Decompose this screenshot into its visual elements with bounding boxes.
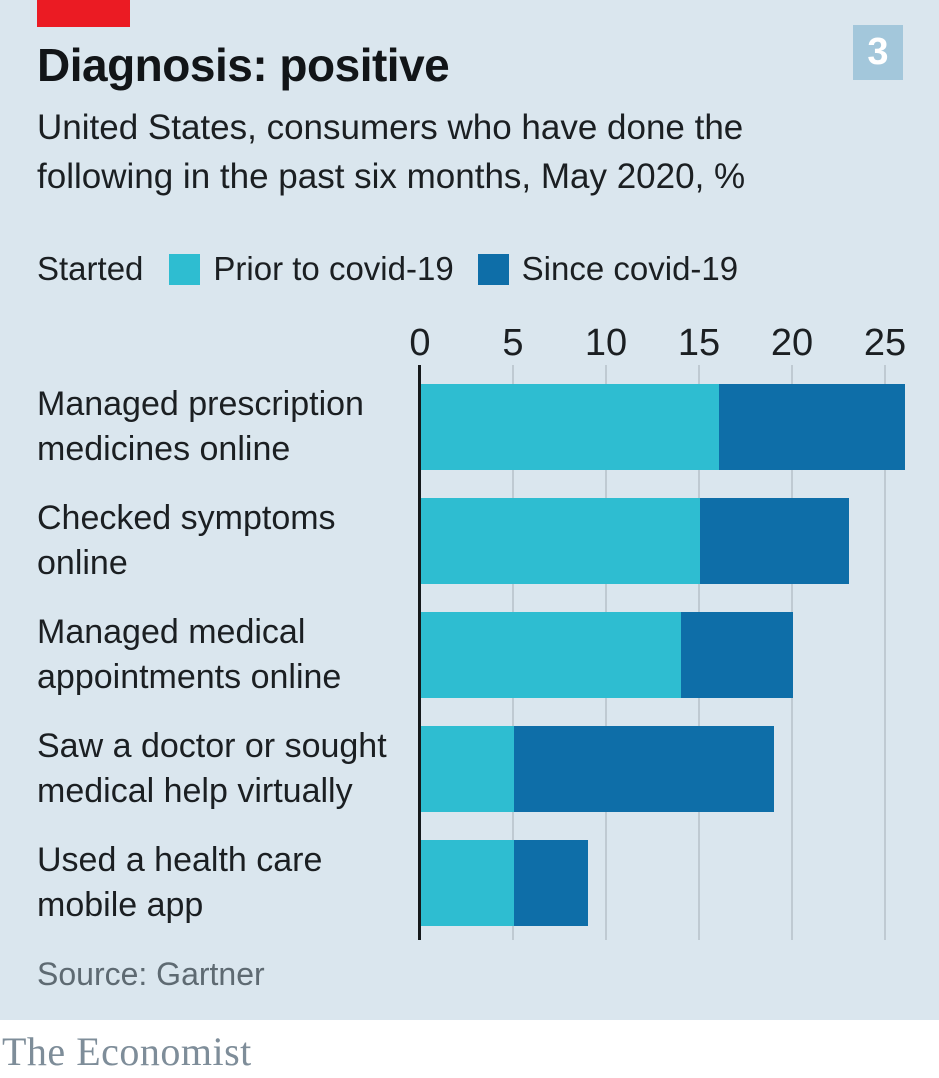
- category-label-line: Used a health care: [37, 841, 323, 879]
- legend-label-since: Since covid-19: [521, 250, 739, 287]
- category-label-line: medical help virtually: [37, 772, 353, 810]
- y-axis-line: [418, 365, 421, 940]
- category-label: Checked symptoms online: [37, 498, 415, 584]
- chart-number-badge: 3: [853, 25, 903, 80]
- x-tick-label: 5: [502, 322, 524, 364]
- category-label-line: mobile app: [37, 886, 204, 924]
- bar-segment-since: [681, 612, 793, 698]
- legend-started-label: Started: [37, 250, 144, 287]
- economist-red-tab: [37, 0, 130, 27]
- category-label-line: Managed prescription: [37, 385, 364, 423]
- source-note: Source: Gartner: [37, 956, 265, 992]
- bar-segment-prior: [421, 612, 682, 698]
- chart-title: Diagnosis: positive: [37, 39, 450, 91]
- category-label-line: appointments online: [37, 658, 342, 696]
- bar-segment-prior: [421, 840, 514, 926]
- bar-segment-prior: [421, 498, 700, 584]
- bar-segment-since: [718, 384, 905, 470]
- x-tick-label: 20: [770, 322, 814, 364]
- category-label: Managed prescription medicines online: [37, 384, 415, 470]
- category-label-line: Checked symptoms: [37, 499, 336, 537]
- category-label: Saw a doctor or sought medical help virtu…: [37, 726, 415, 812]
- bar-segment-since: [700, 498, 849, 584]
- bar-segment-since: [514, 726, 775, 812]
- x-tick-label: 10: [584, 322, 628, 364]
- x-tick-label: 25: [863, 322, 907, 364]
- economist-logo: The Economist: [2, 1029, 252, 1074]
- x-tick-label: 15: [677, 322, 721, 364]
- legend-swatch-since-icon: [477, 253, 509, 285]
- category-label: Used a health care mobile app: [37, 840, 415, 926]
- bar-segment-prior: [421, 384, 719, 470]
- category-label: Managed medical appointments online: [37, 612, 415, 698]
- category-label-line: medicines online: [37, 430, 291, 468]
- category-label-line: Saw a doctor or sought: [37, 727, 387, 765]
- x-tick-label: 0: [409, 322, 431, 364]
- gridline: [884, 365, 886, 940]
- category-label-line: Managed medical: [37, 613, 306, 651]
- bar-segment-since: [514, 840, 589, 926]
- bar-chart: 0 5 10 15 20 25 Managed prescription medicines …: [37, 322, 907, 940]
- legend-label-prior: Prior to covid-19: [213, 250, 454, 287]
- legend: Started Prior to covid-19 Since covid-19: [37, 250, 762, 288]
- legend-item-since: Since covid-19: [477, 250, 739, 288]
- chart-subtitle: United States, consumers who have done t…: [37, 108, 746, 196]
- bar-segment-prior: [421, 726, 514, 812]
- legend-item-prior: Prior to covid-19: [169, 250, 454, 288]
- category-label-line: online: [37, 544, 128, 582]
- legend-swatch-prior-icon: [169, 253, 201, 285]
